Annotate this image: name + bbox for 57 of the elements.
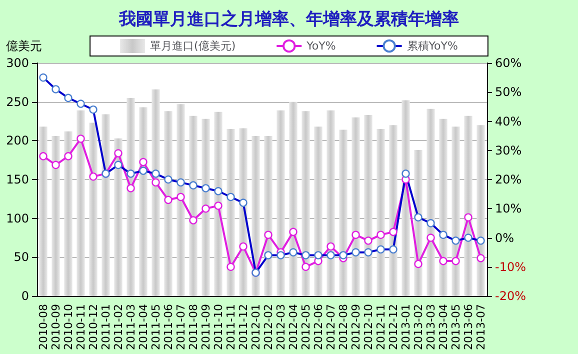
x-tick-label: 2011-02: [112, 304, 125, 350]
x-tick-label: 2012-10: [362, 304, 375, 350]
x-tick-label: 2011-11: [224, 304, 238, 350]
x-tick-label: 2011-01: [99, 304, 112, 350]
x-tick-label: 2013-01: [399, 304, 412, 350]
x-tick-label: 2012-01: [249, 304, 262, 350]
x-tick-label: 2011-03: [124, 304, 138, 350]
x-tick-label: 2012-08: [336, 304, 350, 350]
x-tick-label: 2011-04: [136, 304, 150, 350]
y-tick-label: 200: [6, 134, 29, 148]
legend-label: YoY%: [306, 40, 336, 52]
x-tick-label: 2012-04: [286, 304, 300, 350]
y-tick-label: 150: [6, 172, 29, 186]
y2-tick-label: -10%: [495, 260, 526, 274]
x-tick-label: 2012-12: [386, 304, 400, 350]
y2-tick-label: 40%: [495, 114, 522, 128]
x-tick-label: 2010-08: [36, 304, 50, 350]
y2-tick-label: 20%: [495, 172, 522, 186]
y2-tick-label: -20%: [495, 289, 526, 303]
x-tick-label: 2010-11: [74, 304, 88, 350]
x-tick-label: 2013-05: [449, 304, 462, 350]
x-tick-label: 2012-07: [324, 304, 338, 350]
y-tick-label: 250: [6, 94, 29, 109]
x-tick-label: 2011-05: [149, 304, 162, 350]
y-axis-title: 億美元: [6, 39, 42, 53]
y-tick-label: 50: [14, 250, 29, 264]
x-tick-label: 2011-08: [186, 304, 200, 350]
y-tick-label: 0: [21, 289, 29, 303]
x-tick-label: 2013-02: [412, 304, 425, 350]
x-tick-label: 2012-05: [299, 304, 312, 350]
legend-label: 累積YoY%: [406, 40, 458, 52]
x-tick-label: 2012-09: [349, 304, 362, 350]
y2-tick-label: 60%: [495, 56, 522, 70]
x-tick-label: 2012-11: [374, 304, 388, 350]
x-tick-label: 2010-12: [86, 304, 100, 350]
x-tick-label: 2013-04: [436, 304, 450, 350]
x-tick-label: 2011-09: [199, 304, 212, 350]
y2-tick-label: 30%: [495, 143, 522, 158]
y2-tick-label: 10%: [495, 202, 522, 216]
x-tick-label: 2011-12: [236, 304, 250, 350]
x-tick-label: 2011-07: [174, 304, 188, 350]
x-tick-label: 2011-06: [162, 304, 175, 350]
x-tick-label: 2012-03: [274, 304, 288, 350]
y2-tick-label: 0%: [495, 230, 514, 245]
y2-tick-label: 50%: [495, 85, 522, 100]
legend-label: 單月進口(億美元): [150, 40, 236, 52]
x-tick-label: 2013-07: [474, 304, 488, 350]
chart-title: 我國單月進口之月增率、年增率及累積年增率: [118, 10, 459, 30]
x-tick-label: 2013-03: [424, 304, 438, 350]
y-tick-label: 300: [6, 56, 29, 70]
x-tick-label: 2012-02: [262, 304, 275, 350]
x-tick-label: 2011-10: [212, 304, 225, 350]
x-tick-label: 2010-09: [49, 304, 62, 350]
x-tick-label: 2012-06: [312, 304, 325, 350]
y-tick-label: 100: [6, 211, 29, 226]
x-tick-label: 2010-10: [62, 304, 75, 350]
x-tick-label: 2013-06: [462, 304, 475, 350]
